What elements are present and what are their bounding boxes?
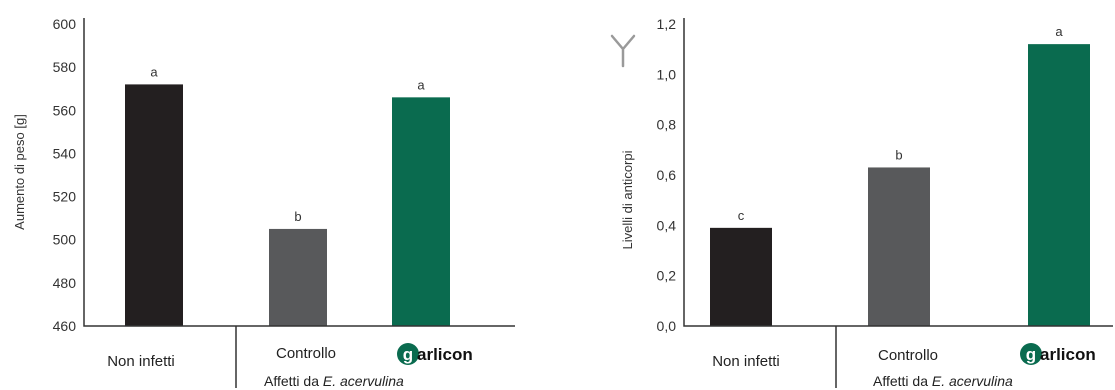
group-label: Affetti da E. acervulina — [873, 373, 1013, 389]
bar-non-infetti — [710, 227, 772, 326]
y-tick-label: 0,4 — [657, 217, 677, 233]
y-tick-label: 0,8 — [657, 117, 677, 133]
garlicon-logo: g arlicon — [1020, 343, 1096, 365]
category-label-non-infetti: Non infetti — [107, 353, 175, 370]
group-label: Affetti da E. acervulina — [264, 373, 404, 389]
bars — [125, 84, 450, 327]
bar-controllo — [269, 228, 327, 326]
axes — [83, 18, 515, 327]
significance-letters: c b a — [738, 24, 1064, 223]
y-tick-labels: 460 480 500 520 540 560 580 600 — [53, 16, 77, 334]
y-axis-label: Livelli di anticorpi — [620, 150, 635, 249]
significance-letter-garlicon: a — [1055, 24, 1063, 39]
bar-non-infetti — [125, 84, 183, 327]
y-tick-label: 0,2 — [657, 268, 677, 284]
antibody-y-icon — [610, 34, 636, 68]
y-tick-label: 500 — [53, 232, 77, 248]
garlicon-logo-circle-icon — [397, 343, 419, 365]
y-tick-label: 0,6 — [657, 167, 677, 183]
garlicon-logo-g: g — [403, 345, 413, 364]
y-tick-label: 1,2 — [657, 16, 677, 32]
bar-controllo — [868, 167, 930, 326]
weight-gain-chart: Aumento di peso [g] 460 480 500 520 540 560 58… — [12, 16, 515, 389]
y-tick-label: 540 — [53, 145, 77, 161]
axes — [683, 18, 1113, 327]
significance-letter-controllo: b — [294, 209, 301, 224]
y-tick-label: 520 — [53, 189, 77, 205]
y-tick-labels: 0,0 0,2 0,4 0,6 0,8 1,0 1,2 — [657, 16, 677, 334]
y-tick-label: 560 — [53, 102, 77, 118]
garlicon-logo-circle-icon — [1020, 343, 1042, 365]
y-tick-label: 580 — [53, 59, 77, 75]
category-label-controllo: Controllo — [276, 345, 336, 362]
significance-letter-controllo: b — [895, 147, 902, 162]
y-tick-label: 0,0 — [657, 318, 677, 334]
y-tick-label: 1,0 — [657, 66, 677, 82]
garlicon-logo: g arlicon — [397, 343, 473, 365]
category-label-controllo: Controllo — [878, 347, 938, 364]
antibody-levels-chart: Livelli di anticorpi 0,0 0,2 0,4 0,6 0,8 1,0 1… — [610, 16, 1113, 389]
significance-letter-garlicon: a — [417, 77, 425, 92]
garlicon-logo-text: arlicon — [417, 345, 473, 364]
bar-garlicon — [1028, 44, 1090, 327]
bars — [710, 44, 1090, 327]
y-axis-label: Aumento di peso [g] — [12, 114, 27, 230]
y-tick-label: 600 — [53, 16, 77, 32]
category-label-non-infetti: Non infetti — [712, 353, 780, 370]
garlicon-logo-g: g — [1026, 345, 1036, 364]
y-tick-label: 460 — [53, 318, 77, 334]
bar-garlicon — [392, 97, 450, 326]
significance-letter-non-infetti: a — [150, 64, 158, 79]
significance-letters: a b a — [150, 64, 425, 224]
significance-letter-non-infetti: c — [738, 208, 745, 223]
garlicon-logo-text: arlicon — [1040, 345, 1096, 364]
y-tick-label: 480 — [53, 275, 77, 291]
